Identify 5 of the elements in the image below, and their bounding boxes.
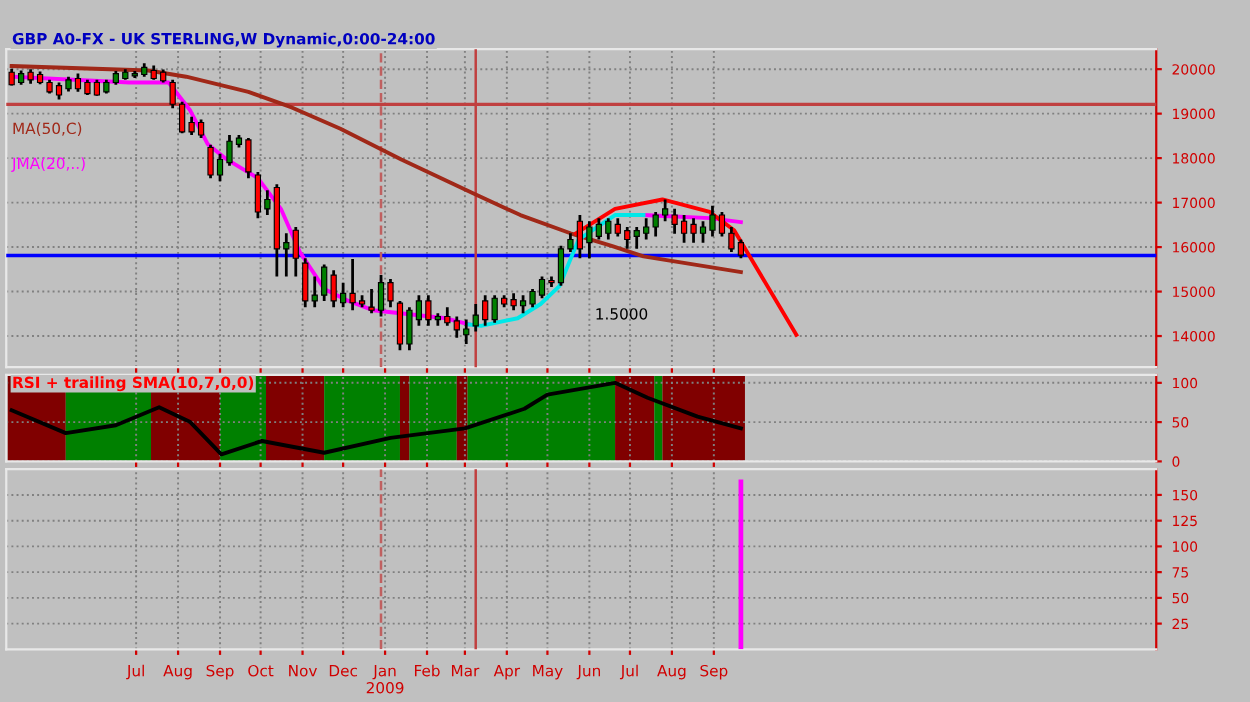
line-series bbox=[467, 213, 646, 328]
line-series bbox=[573, 197, 799, 337]
candlestick bbox=[302, 256, 309, 309]
line-series bbox=[9, 380, 743, 457]
line-series bbox=[9, 64, 743, 274]
